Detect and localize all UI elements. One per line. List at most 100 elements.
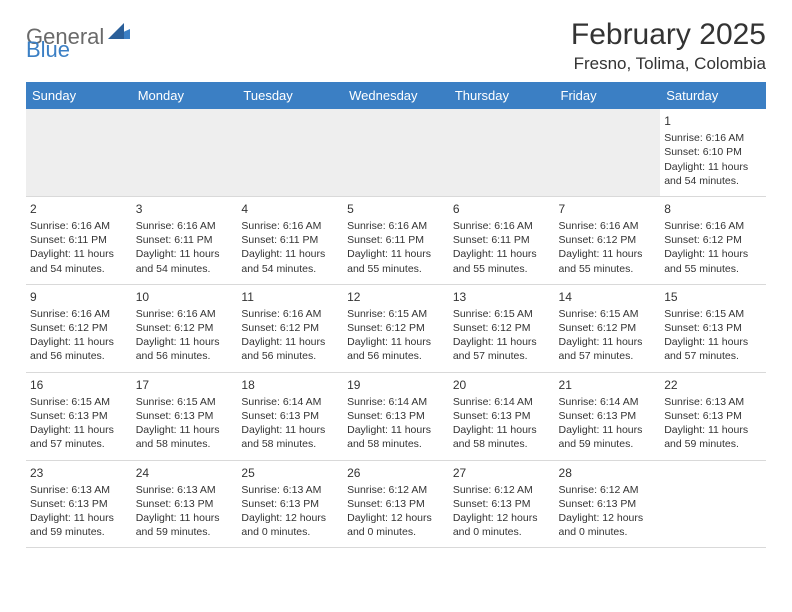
weekday-header: Wednesday (343, 82, 449, 109)
sunset-line: Sunset: 6:12 PM (559, 321, 657, 335)
calendar-cell: 21Sunrise: 6:14 AMSunset: 6:13 PMDayligh… (555, 372, 661, 460)
calendar-row: 1Sunrise: 6:16 AMSunset: 6:10 PMDaylight… (26, 109, 766, 196)
sunrise-line: Sunrise: 6:16 AM (664, 219, 762, 233)
day-number: 19 (347, 377, 445, 393)
sunset-line: Sunset: 6:12 PM (453, 321, 551, 335)
day-number: 18 (241, 377, 339, 393)
sunset-line: Sunset: 6:13 PM (136, 409, 234, 423)
calendar-cell: 2Sunrise: 6:16 AMSunset: 6:11 PMDaylight… (26, 196, 132, 284)
daylight-line: Daylight: 11 hours and 57 minutes. (664, 335, 762, 363)
sunrise-line: Sunrise: 6:16 AM (241, 307, 339, 321)
day-number: 27 (453, 465, 551, 481)
calendar-cell: 3Sunrise: 6:16 AMSunset: 6:11 PMDaylight… (132, 196, 238, 284)
calendar-cell: 25Sunrise: 6:13 AMSunset: 6:13 PMDayligh… (237, 460, 343, 548)
calendar-cell (660, 460, 766, 548)
calendar-cell: 24Sunrise: 6:13 AMSunset: 6:13 PMDayligh… (132, 460, 238, 548)
daylight-line: Daylight: 12 hours and 0 minutes. (241, 511, 339, 539)
weekday-header: Saturday (660, 82, 766, 109)
sunrise-line: Sunrise: 6:13 AM (30, 483, 128, 497)
daylight-line: Daylight: 11 hours and 59 minutes. (664, 423, 762, 451)
day-number: 12 (347, 289, 445, 305)
weekday-header: Tuesday (237, 82, 343, 109)
day-number: 22 (664, 377, 762, 393)
sunrise-line: Sunrise: 6:15 AM (30, 395, 128, 409)
title-block: February 2025 Fresno, Tolima, Colombia (571, 18, 766, 74)
calendar-cell: 9Sunrise: 6:16 AMSunset: 6:12 PMDaylight… (26, 284, 132, 372)
day-number: 21 (559, 377, 657, 393)
sunset-line: Sunset: 6:13 PM (136, 497, 234, 511)
daylight-line: Daylight: 11 hours and 59 minutes. (559, 423, 657, 451)
day-number: 3 (136, 201, 234, 217)
calendar-cell (237, 109, 343, 196)
day-number: 26 (347, 465, 445, 481)
day-number: 6 (453, 201, 551, 217)
sunrise-line: Sunrise: 6:16 AM (559, 219, 657, 233)
weekday-header: Sunday (26, 82, 132, 109)
sunset-line: Sunset: 6:13 PM (453, 409, 551, 423)
daylight-line: Daylight: 11 hours and 55 minutes. (559, 247, 657, 275)
daylight-line: Daylight: 11 hours and 58 minutes. (241, 423, 339, 451)
calendar-cell: 8 Sunrise: 6:16 AMSunset: 6:12 PMDaylight… (660, 196, 766, 284)
day-number: 23 (30, 465, 128, 481)
daylight-line: Daylight: 11 hours and 58 minutes. (347, 423, 445, 451)
calendar-cell: 28Sunrise: 6:12 AMSunset: 6:13 PMDayligh… (555, 460, 661, 548)
sunset-line: Sunset: 6:11 PM (347, 233, 445, 247)
sunset-line: Sunset: 6:13 PM (347, 409, 445, 423)
sunrise-line: Sunrise: 6:15 AM (559, 307, 657, 321)
daylight-line: Daylight: 11 hours and 57 minutes. (453, 335, 551, 363)
calendar-cell: 13Sunrise: 6:15 AMSunset: 6:12 PMDayligh… (449, 284, 555, 372)
day-number: 24 (136, 465, 234, 481)
calendar-cell (555, 109, 661, 196)
sunset-line: Sunset: 6:13 PM (241, 497, 339, 511)
daylight-line: Daylight: 11 hours and 54 minutes. (241, 247, 339, 275)
daylight-line: Daylight: 11 hours and 54 minutes. (30, 247, 128, 275)
calendar-cell: 17Sunrise: 6:15 AMSunset: 6:13 PMDayligh… (132, 372, 238, 460)
day-number: 14 (559, 289, 657, 305)
daylight-line: Daylight: 11 hours and 54 minutes. (664, 160, 762, 188)
sunset-line: Sunset: 6:13 PM (664, 409, 762, 423)
header: General Blue February 2025 Fresno, Tolim… (26, 18, 766, 74)
daylight-line: Daylight: 11 hours and 54 minutes. (136, 247, 234, 275)
calendar-cell: 16Sunrise: 6:15 AMSunset: 6:13 PMDayligh… (26, 372, 132, 460)
sunset-line: Sunset: 6:11 PM (241, 233, 339, 247)
day-number: 11 (241, 289, 339, 305)
sunrise-line: Sunrise: 6:16 AM (664, 131, 762, 145)
day-number: 10 (136, 289, 234, 305)
calendar-header: SundayMondayTuesdayWednesdayThursdayFrid… (26, 82, 766, 109)
sunset-line: Sunset: 6:11 PM (30, 233, 128, 247)
calendar-cell: 5Sunrise: 6:16 AMSunset: 6:11 PMDaylight… (343, 196, 449, 284)
sunrise-line: Sunrise: 6:16 AM (136, 307, 234, 321)
sunrise-line: Sunrise: 6:13 AM (664, 395, 762, 409)
sunrise-line: Sunrise: 6:16 AM (30, 219, 128, 233)
sunset-line: Sunset: 6:13 PM (241, 409, 339, 423)
weekday-header: Thursday (449, 82, 555, 109)
sunset-line: Sunset: 6:12 PM (664, 233, 762, 247)
calendar-cell (26, 109, 132, 196)
calendar-cell: 18Sunrise: 6:14 AMSunset: 6:13 PMDayligh… (237, 372, 343, 460)
sunset-line: Sunset: 6:13 PM (30, 497, 128, 511)
calendar-cell: 12Sunrise: 6:15 AMSunset: 6:12 PMDayligh… (343, 284, 449, 372)
day-number: 8 (664, 201, 762, 217)
daylight-line: Daylight: 11 hours and 56 minutes. (30, 335, 128, 363)
calendar-cell: 19Sunrise: 6:14 AMSunset: 6:13 PMDayligh… (343, 372, 449, 460)
calendar-cell: 10Sunrise: 6:16 AMSunset: 6:12 PMDayligh… (132, 284, 238, 372)
calendar-cell: 23 Sunrise: 6:13 AMSunset: 6:13 PMDayligh… (26, 460, 132, 548)
sunrise-line: Sunrise: 6:12 AM (559, 483, 657, 497)
daylight-line: Daylight: 11 hours and 55 minutes. (453, 247, 551, 275)
day-number: 7 (559, 201, 657, 217)
calendar-cell: 7Sunrise: 6:16 AMSunset: 6:12 PMDaylight… (555, 196, 661, 284)
calendar-cell: 4Sunrise: 6:16 AMSunset: 6:11 PMDaylight… (237, 196, 343, 284)
daylight-line: Daylight: 11 hours and 55 minutes. (664, 247, 762, 275)
calendar-cell (343, 109, 449, 196)
day-number: 1 (664, 113, 762, 129)
sunrise-line: Sunrise: 6:13 AM (241, 483, 339, 497)
location: Fresno, Tolima, Colombia (571, 54, 766, 74)
daylight-line: Daylight: 12 hours and 0 minutes. (559, 511, 657, 539)
day-number: 9 (30, 289, 128, 305)
sunset-line: Sunset: 6:11 PM (453, 233, 551, 247)
daylight-line: Daylight: 11 hours and 57 minutes. (30, 423, 128, 451)
daylight-line: Daylight: 11 hours and 59 minutes. (30, 511, 128, 539)
calendar-row: 16Sunrise: 6:15 AMSunset: 6:13 PMDayligh… (26, 372, 766, 460)
calendar-cell: 15Sunrise: 6:15 AMSunset: 6:13 PMDayligh… (660, 284, 766, 372)
sunset-line: Sunset: 6:13 PM (559, 497, 657, 511)
